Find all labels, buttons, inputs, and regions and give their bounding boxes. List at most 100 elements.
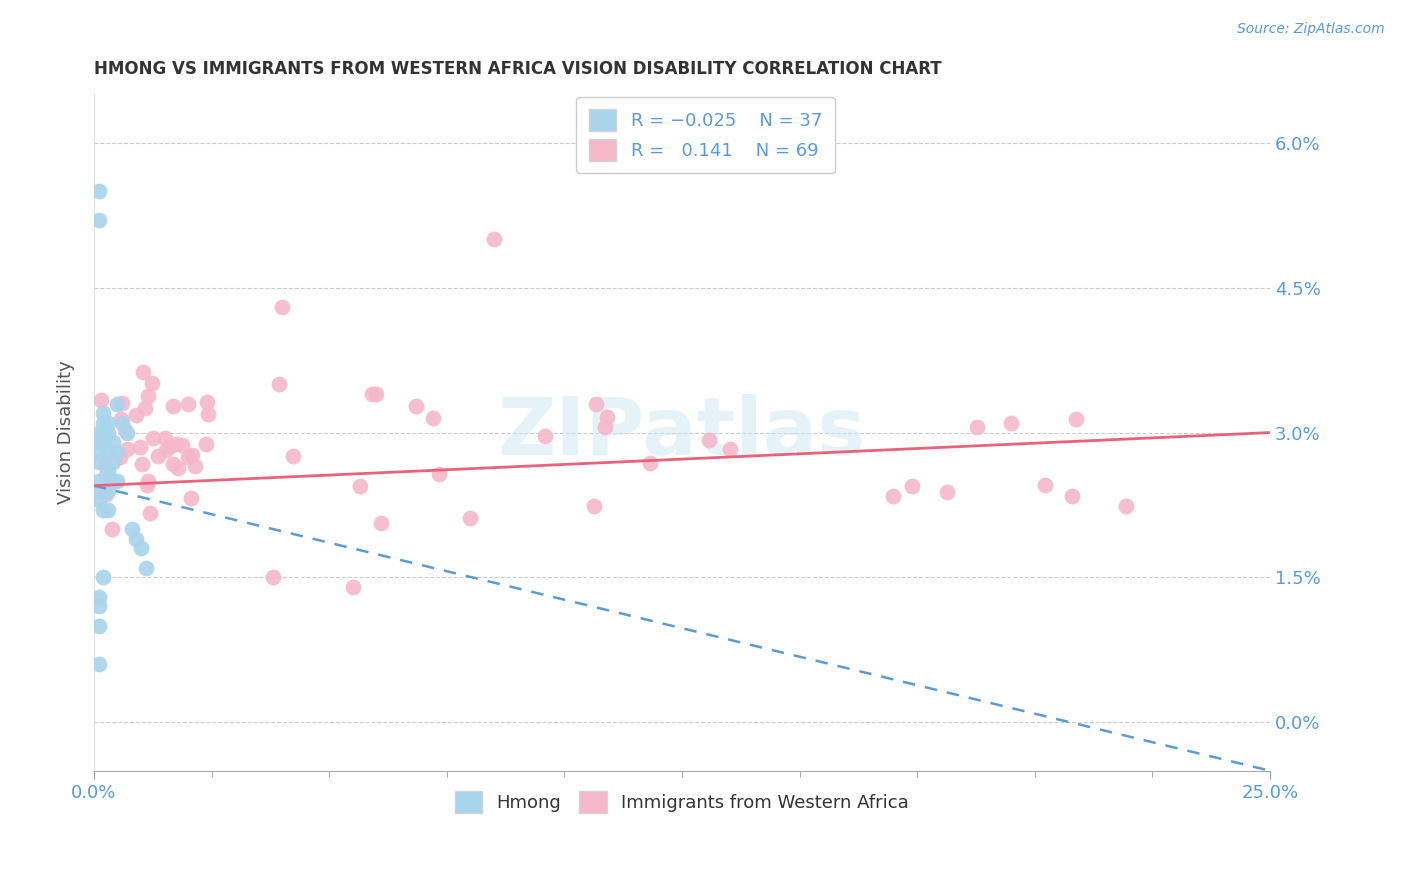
Point: [91, 570, 114, 584]
Point: [96, 486, 118, 500]
Point: [593, 420, 616, 434]
Point: [966, 419, 988, 434]
Point: [87, 213, 110, 227]
Point: [107, 396, 129, 410]
Point: [195, 437, 218, 451]
Point: [135, 561, 157, 575]
Point: [97, 503, 120, 517]
Point: [405, 399, 427, 413]
Point: [360, 386, 382, 401]
Point: [177, 450, 200, 464]
Point: [141, 376, 163, 391]
Point: [97, 425, 120, 440]
Point: [1064, 411, 1087, 425]
Point: [101, 522, 124, 536]
Point: [534, 429, 557, 443]
Point: [596, 409, 619, 424]
Point: [155, 443, 177, 458]
Point: [135, 478, 157, 492]
Point: [110, 412, 132, 426]
Text: Source: ZipAtlas.com: Source: ZipAtlas.com: [1237, 22, 1385, 37]
Point: [128, 440, 150, 454]
Point: [129, 541, 152, 556]
Point: [87, 454, 110, 468]
Point: [136, 388, 159, 402]
Point: [180, 491, 202, 505]
Point: [146, 449, 169, 463]
Point: [90, 393, 112, 408]
Point: [132, 365, 155, 379]
Point: [422, 411, 444, 425]
Point: [1115, 500, 1137, 514]
Point: [184, 458, 207, 473]
Point: [87, 445, 110, 459]
Y-axis label: Vision Disability: Vision Disability: [58, 360, 75, 505]
Point: [482, 232, 505, 246]
Point: [262, 570, 284, 584]
Point: [139, 506, 162, 520]
Point: [94, 467, 117, 482]
Point: [87, 599, 110, 614]
Point: [181, 448, 204, 462]
Point: [195, 394, 218, 409]
Point: [101, 435, 124, 450]
Point: [91, 435, 114, 450]
Point: [697, 433, 720, 447]
Text: ZIPatlas: ZIPatlas: [498, 393, 866, 472]
Point: [97, 445, 120, 459]
Point: [97, 483, 120, 498]
Point: [1000, 416, 1022, 430]
Point: [91, 406, 114, 420]
Point: [87, 619, 110, 633]
Point: [87, 657, 110, 672]
Point: [91, 425, 114, 440]
Point: [87, 483, 110, 498]
Point: [115, 442, 138, 457]
Point: [427, 467, 450, 481]
Point: [101, 474, 124, 488]
Point: [167, 460, 190, 475]
Point: [125, 408, 148, 422]
Point: [87, 425, 110, 440]
Point: [153, 431, 176, 445]
Point: [108, 450, 131, 465]
Point: [87, 474, 110, 488]
Point: [901, 479, 924, 493]
Point: [458, 511, 481, 525]
Point: [131, 458, 153, 472]
Point: [1033, 478, 1056, 492]
Point: [718, 442, 741, 456]
Text: HMONG VS IMMIGRANTS FROM WESTERN AFRICA VISION DISABILITY CORRELATION CHART: HMONG VS IMMIGRANTS FROM WESTERN AFRICA …: [94, 60, 942, 78]
Point: [121, 522, 143, 536]
Point: [134, 401, 156, 416]
Point: [114, 423, 136, 437]
Point: [87, 184, 110, 198]
Point: [882, 489, 904, 503]
Point: [115, 425, 138, 440]
Point: [97, 416, 120, 430]
Point: [159, 439, 181, 453]
Point: [107, 474, 129, 488]
Point: [87, 590, 110, 604]
Point: [107, 445, 129, 459]
Point: [638, 456, 661, 470]
Point: [342, 580, 364, 594]
Point: [111, 395, 134, 409]
Point: [91, 416, 114, 430]
Point: [125, 532, 148, 546]
Point: [271, 300, 294, 314]
Point: [936, 484, 959, 499]
Point: [585, 396, 607, 410]
Point: [349, 479, 371, 493]
Point: [162, 399, 184, 413]
Point: [583, 500, 606, 514]
Point: [269, 377, 291, 392]
Point: [111, 416, 134, 430]
Point: [197, 407, 219, 421]
Point: [162, 458, 184, 472]
Point: [170, 438, 193, 452]
Point: [1062, 489, 1084, 503]
Point: [366, 387, 388, 401]
Point: [101, 454, 124, 468]
Point: [136, 474, 159, 488]
